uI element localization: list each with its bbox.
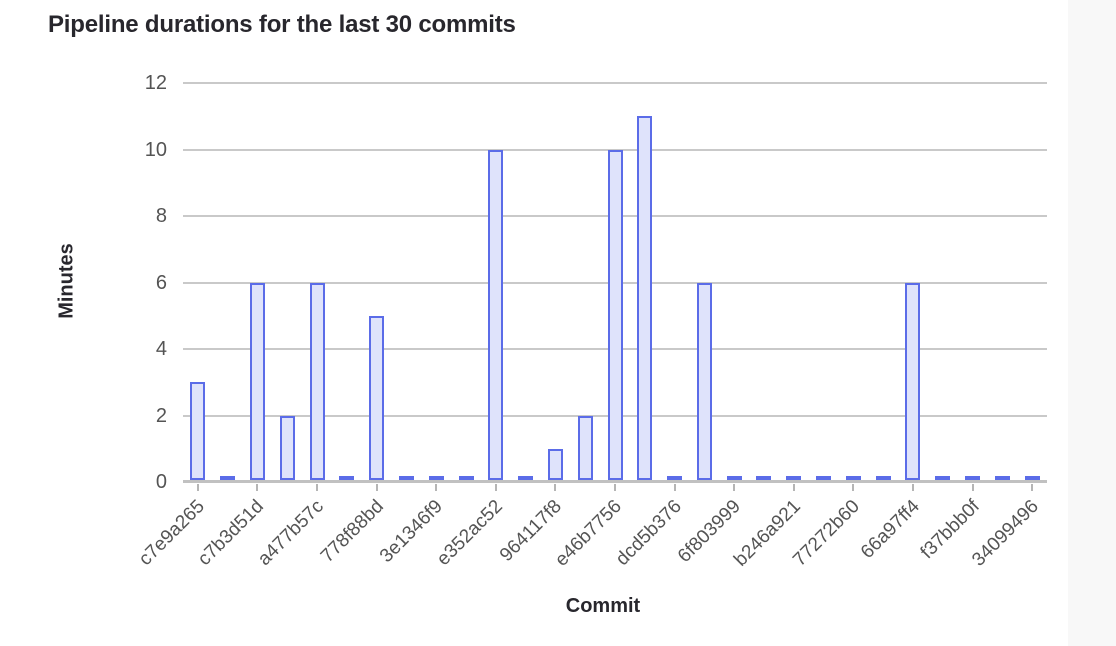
pipeline-bar[interactable]: [637, 116, 653, 480]
x-tick-mark: [852, 484, 855, 491]
pipeline-bar[interactable]: [309, 282, 325, 480]
pipeline-bar-zero[interactable]: [726, 476, 742, 480]
y-tick-label: 12: [144, 72, 167, 94]
chart-title: Pipeline durations for the last 30 commi…: [48, 11, 516, 38]
pipeline-bar-zero[interactable]: [518, 476, 534, 480]
plot-area: 0 2 4 6 8 10 12 c7e9a265 c7b3d51d a477b57c 778f88b…: [135, 72, 1047, 571]
x-tick-mark: [554, 484, 557, 491]
pipeline-bar[interactable]: [369, 315, 385, 480]
x-tick-mark: [196, 484, 199, 491]
x-tick-mark: [1031, 484, 1034, 491]
x-tick-mark: [733, 484, 736, 491]
x-tick-mark: [971, 484, 974, 491]
pipeline-bar[interactable]: [547, 448, 563, 480]
pipeline-bar-zero[interactable]: [994, 476, 1010, 480]
pipeline-bar-zero[interactable]: [458, 476, 474, 480]
x-tick-mark: [435, 484, 438, 491]
pipeline-bar[interactable]: [488, 149, 504, 480]
x-axis-line: [183, 480, 1047, 483]
gridline: [183, 82, 1047, 84]
y-tick-label: 10: [144, 138, 167, 161]
y-tick-label: 4: [155, 338, 167, 360]
x-tick-mark: [614, 484, 616, 491]
pipeline-bar-zero[interactable]: [398, 476, 414, 480]
pipeline-bar-zero[interactable]: [786, 476, 802, 480]
pipeline-bar-zero[interactable]: [935, 476, 951, 480]
y-axis-title: Minutes: [55, 243, 78, 319]
pipeline-bar-zero[interactable]: [756, 476, 772, 480]
x-tick-mark: [792, 484, 795, 491]
y-tick-label: 6: [155, 271, 167, 294]
pipeline-bar-zero[interactable]: [816, 476, 832, 480]
x-tick-mark: [256, 484, 259, 491]
x-tick-mark: [911, 484, 914, 491]
pipeline-bar-zero[interactable]: [1024, 476, 1040, 480]
y-tick-label: 0: [155, 471, 167, 493]
y-tick-label: 8: [155, 205, 167, 227]
x-tick-mark: [673, 484, 676, 491]
x-tick-mark: [494, 484, 497, 491]
pipeline-bar-zero[interactable]: [667, 476, 683, 480]
page-background-strip: [1068, 0, 1116, 646]
pipeline-bar-zero[interactable]: [845, 476, 861, 480]
x-tick-mark: [375, 484, 378, 491]
pipeline-bar-zero[interactable]: [875, 476, 891, 480]
pipeline-bar[interactable]: [607, 149, 623, 480]
pipeline-bar[interactable]: [696, 282, 712, 480]
pipeline-bar[interactable]: [279, 415, 295, 480]
pipeline-bar[interactable]: [190, 382, 206, 480]
y-tick-label: 2: [155, 404, 167, 427]
x-axis-title: Commit: [565, 595, 641, 617]
pipeline-bar[interactable]: [249, 282, 265, 480]
x-tick-mark: [316, 484, 319, 491]
pipeline-bar-zero[interactable]: [965, 476, 981, 480]
pipeline-bar-zero[interactable]: [339, 476, 355, 480]
pipeline-bar-zero[interactable]: [428, 476, 444, 480]
pipeline-bar-zero[interactable]: [220, 476, 236, 480]
pipeline-bar[interactable]: [905, 282, 921, 480]
pipeline-bar[interactable]: [577, 415, 593, 480]
